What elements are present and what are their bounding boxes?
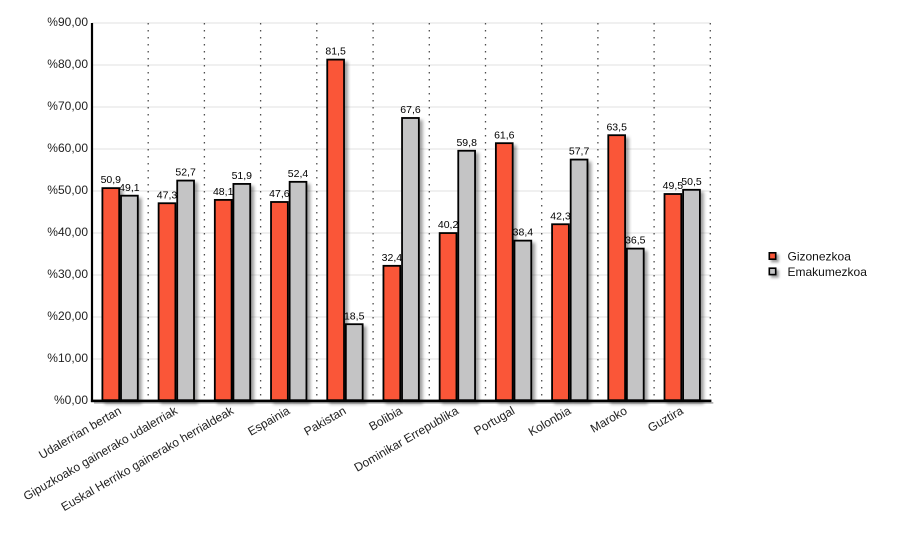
svg-text:52,7: 52,7 (175, 167, 196, 179)
svg-text:47,6: 47,6 (269, 188, 290, 200)
svg-text:%90,00: %90,00 (47, 15, 88, 29)
svg-text:51,9: 51,9 (232, 170, 253, 182)
svg-text:50,9: 50,9 (101, 174, 122, 186)
svg-text:61,6: 61,6 (494, 129, 515, 141)
svg-text:67,6: 67,6 (400, 104, 421, 116)
svg-text:59,8: 59,8 (456, 137, 477, 149)
svg-text:63,5: 63,5 (606, 121, 627, 133)
svg-text:81,5: 81,5 (325, 46, 346, 58)
svg-text:Emakumezkoa: Emakumezkoa (788, 265, 868, 279)
svg-text:42,3: 42,3 (550, 210, 571, 222)
svg-text:49,1: 49,1 (119, 182, 140, 194)
svg-text:50,5: 50,5 (681, 176, 702, 188)
svg-text:18,5: 18,5 (344, 310, 365, 322)
svg-text:Gizonezkoa: Gizonezkoa (788, 250, 852, 264)
svg-text:38,4: 38,4 (513, 227, 534, 239)
svg-text:%10,00: %10,00 (47, 351, 88, 365)
svg-text:36,5: 36,5 (625, 235, 646, 247)
svg-text:%70,00: %70,00 (47, 99, 88, 113)
svg-text:%80,00: %80,00 (47, 57, 88, 71)
svg-text:40,2: 40,2 (438, 219, 459, 231)
svg-text:%40,00: %40,00 (47, 225, 88, 239)
svg-text:%30,00: %30,00 (47, 267, 88, 281)
svg-text:32,4: 32,4 (382, 252, 403, 264)
svg-text:49,5: 49,5 (663, 180, 684, 192)
svg-text:%0,00: %0,00 (54, 393, 88, 407)
svg-text:%20,00: %20,00 (47, 309, 88, 323)
svg-text:48,1: 48,1 (213, 186, 234, 198)
svg-text:47,3: 47,3 (157, 189, 178, 201)
svg-text:57,7: 57,7 (569, 146, 590, 158)
svg-text:52,4: 52,4 (288, 168, 309, 180)
svg-text:%50,00: %50,00 (47, 183, 88, 197)
svg-text:%60,00: %60,00 (47, 141, 88, 155)
